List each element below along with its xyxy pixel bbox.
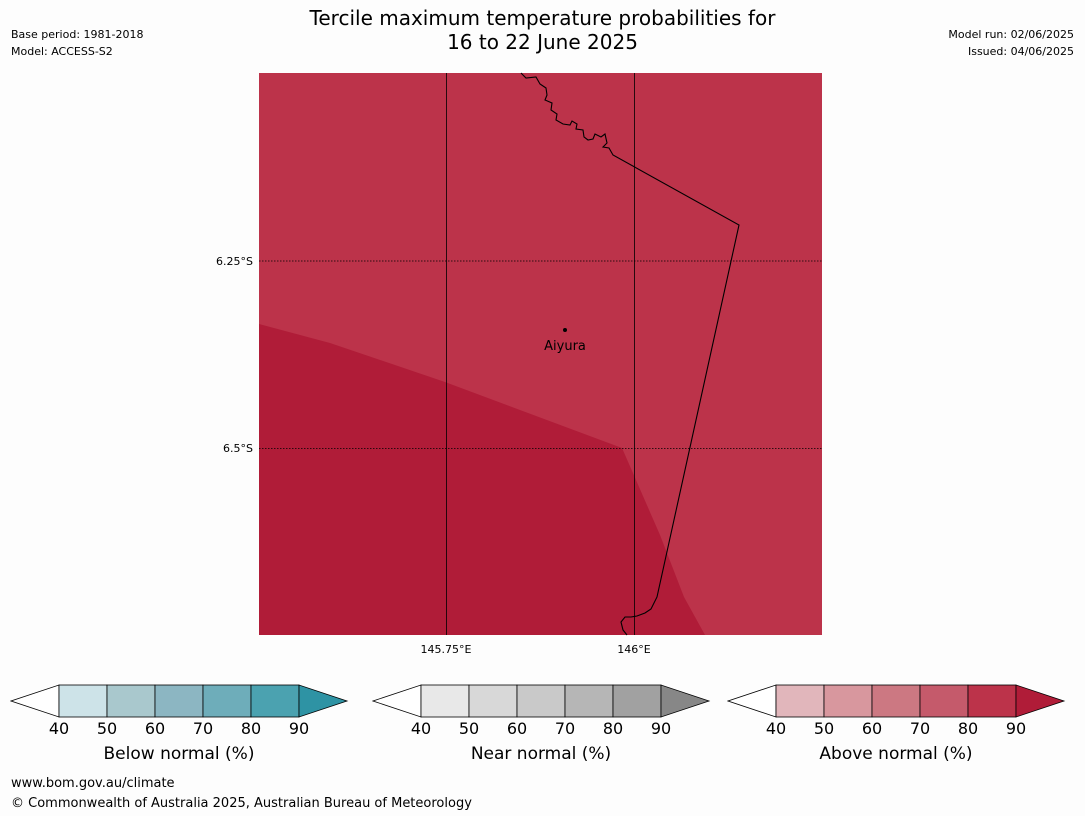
colorbar-extend-high [1015,684,1066,718]
colorbar-segment [250,684,300,718]
forecast-map: Aiyura 6.25°S 6.5°S 145.75°E 146°E [216,72,822,656]
region-above-90 [259,324,705,635]
colorbar-tick-label: 40 [49,719,69,734]
colorbar-tick-label: 90 [1006,719,1026,734]
colorbar-tick-label: 90 [289,719,309,734]
legend-near-normal: 40 50 60 70 80 90 [371,684,712,738]
legend-below-normal: 40 50 60 70 80 90 [9,684,350,738]
colorbar-tick-label: 40 [766,719,786,734]
colorbar-extend-low [726,684,777,718]
footer: www.bom.gov.au/climate © Commonwealth of… [11,774,472,814]
colorbar-tick-label: 50 [459,719,479,734]
colorbar-tick-label: 50 [814,719,834,734]
lon-label-146: 146°E [617,643,650,656]
page-title: Tercile maximum temperature probabilitie… [0,6,1085,54]
lon-label-145-75: 145.75°E [421,643,472,656]
colorbar-segment [823,684,873,718]
colorbar-tick-label: 50 [97,719,117,734]
colorbar-segment [919,684,969,718]
issued-date: Issued: 04/06/2025 [967,45,1074,58]
colorbar-tick-label: 80 [603,719,623,734]
colorbar-segment [58,684,108,718]
colorbar-segment [106,684,156,718]
title-line2: 16 to 22 June 2025 [447,30,638,54]
province-border [520,72,740,636]
legend-title-near-normal: Near normal (%) [470,744,612,764]
colorbar-tick-label: 70 [910,719,930,734]
footer-url[interactable]: www.bom.gov.au/climate [11,776,175,791]
colorbar-below-normal: 40 50 60 70 80 90 [9,684,349,738]
colorbar-extend-high [660,684,711,718]
colorbar-segment [775,684,825,718]
lat-label-6-5: 6.5°S [223,442,253,455]
colorbar-segment [468,684,518,718]
colorbar-tick-label: 60 [145,719,165,734]
model-name: Model: ACCESS-S2 [11,45,113,58]
colorbar-extend-high [298,684,349,718]
footer-copyright: © Commonwealth of Australia 2025, Austra… [11,796,472,811]
colorbar-segment [612,684,662,718]
title-line1: Tercile maximum temperature probabilitie… [309,6,776,30]
colorbar-tick-label: 40 [411,719,431,734]
colorbar-tick-label: 80 [958,719,978,734]
town-label-aiyura: Aiyura [544,339,586,354]
colorbar-segment [871,684,921,718]
town-marker-aiyura [563,328,567,332]
colorbar-segment [154,684,204,718]
colorbar-near-normal: 40 50 60 70 80 90 [371,684,711,738]
meta-right: Model run: 02/06/2025 Issued: 04/06/2025 [948,26,1074,60]
lat-label-6-25: 6.25°S [216,255,253,268]
colorbar-segment [516,684,566,718]
legend-above-normal: 40 50 60 70 80 90 [726,684,1067,738]
colorbar-extend-low [9,684,60,718]
legend-title-below-normal: Below normal (%) [103,744,255,764]
colorbar-extend-low [371,684,422,718]
colorbar-tick-label: 90 [651,719,671,734]
meta-left: Base period: 1981-2018 Model: ACCESS-S2 [11,26,143,60]
colorbar-segment [202,684,252,718]
map-panel: Aiyura 6.25°S 6.5°S 145.75°E 146°E [216,72,822,656]
base-period: Base period: 1981-2018 [11,28,144,41]
colorbar-tick-label: 70 [555,719,575,734]
colorbar-segment [420,684,470,718]
colorbar-segment [967,684,1017,718]
colorbar-tick-label: 60 [862,719,882,734]
colorbar-tick-label: 60 [507,719,527,734]
colorbar-segment [564,684,614,718]
colorbar-tick-label: 70 [193,719,213,734]
model-run: Model run: 02/06/2025 [948,28,1074,41]
colorbar-tick-label: 80 [241,719,261,734]
legend-title-above-normal: Above normal (%) [819,744,973,764]
colorbar-above-normal: 40 50 60 70 80 90 [726,684,1066,738]
